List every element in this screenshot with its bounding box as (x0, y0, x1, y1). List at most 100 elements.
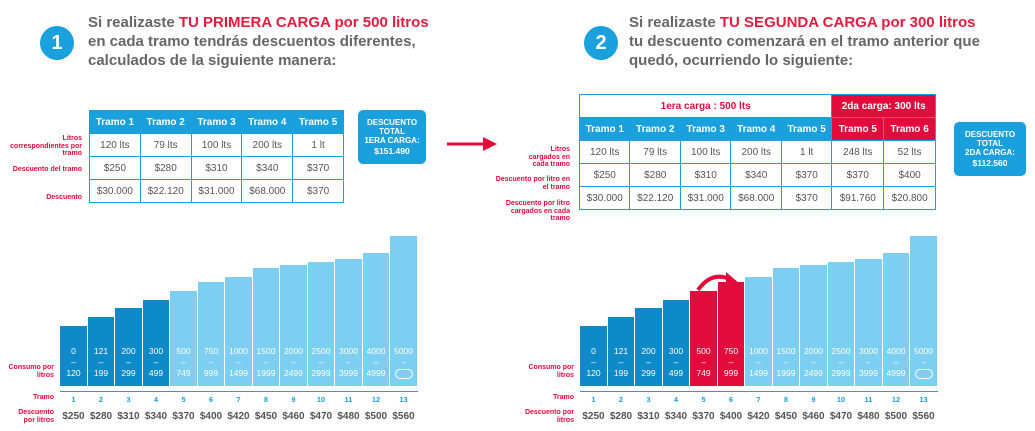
table-row: $250 $280 $310 $340 $370 $370 $400 (578, 163, 936, 187)
table-row: $30.000 $22.120 $31.000 $68.000 $370 $91… (578, 186, 936, 210)
range-separator: – (756, 357, 761, 367)
range-label: 200–299 (635, 346, 662, 379)
range-end: 2999 (831, 368, 851, 378)
table-cell: $340 (241, 156, 294, 180)
range-separator: – (153, 357, 159, 367)
range-end: 999 (203, 368, 219, 378)
price-label: $370 (172, 411, 195, 422)
row-label-descuento-cargados: Descuento por litro cargados en cada tra… (505, 200, 570, 222)
descuento-label: Descuento por litros (524, 409, 574, 424)
range-label: 500–749 (690, 346, 717, 379)
range-start: 1000 (229, 346, 248, 356)
table-cell: $30.000 (578, 186, 631, 210)
range-separator: – (838, 357, 844, 367)
range-start: 300 (148, 346, 164, 356)
table-header: Tramo 1 (578, 117, 631, 141)
range-end: 4999 (366, 368, 386, 378)
range-label: 2500–2999 (828, 346, 855, 379)
range-end: 199 (613, 368, 629, 378)
table-cell: $31.000 (679, 186, 732, 210)
tramo-number: 7 (236, 395, 241, 404)
range-label: 0–120 (60, 346, 87, 379)
headline-highlight: TU PRIMERA CARGA (178, 14, 331, 31)
chart-bar (717, 282, 744, 386)
tramo-number: 12 (891, 395, 901, 404)
tramo-number: 3 (126, 395, 131, 404)
step-1-headline: Si realizaste TU PRIMERA CARGA por 500 l… (88, 13, 429, 70)
table-cell: $370 (292, 179, 344, 203)
curved-arrow-icon (696, 272, 740, 292)
range-separator: – (318, 357, 324, 367)
range-start: 0 (71, 346, 76, 356)
range-end: 1499 (749, 368, 768, 378)
table-cell: $340 (730, 163, 782, 187)
table-header: Tramo 2 (139, 110, 192, 134)
range-label: 1000–1499 (225, 346, 252, 379)
range-label: 500–749 (170, 346, 197, 379)
chart-bar (607, 317, 634, 386)
table-cell: $280 (629, 163, 681, 187)
chart-bar (855, 259, 882, 386)
price-label: $250 (62, 411, 85, 422)
table-header: Tramo 1 (89, 110, 141, 134)
step-1-badge: 1 (40, 26, 74, 60)
range-label: 1000–1499 (745, 346, 772, 379)
range-end: 2499 (804, 368, 823, 378)
price-label: $560 (912, 411, 935, 422)
range-end: 1499 (229, 368, 248, 378)
table-row: $30.000 $22.120 $31.000 $68.000 $370 (89, 179, 344, 203)
range-end: 4999 (886, 368, 906, 378)
group-second-load: 2da carga: 300 lts (831, 94, 936, 118)
table-cell: 120 lts (89, 133, 141, 157)
row-label-descuento-litro: Descuento por litro en el tramo (495, 176, 570, 191)
chart-bar (827, 262, 854, 386)
range-start: 200 (121, 346, 136, 356)
range-separator: – (373, 357, 379, 367)
table-cell: $370 (292, 156, 344, 180)
range-separator: – (126, 357, 131, 367)
chart-bar (115, 308, 142, 386)
table-cell: $30.000 (89, 179, 141, 203)
range-label: 4000–4999 (363, 346, 390, 379)
price-label: $480 (857, 411, 880, 422)
table-header: Tramo 5 (780, 117, 833, 141)
step-2-badge: 2 (584, 26, 618, 60)
range-label: 2500–2999 (308, 346, 335, 379)
headline-text: Si realizaste (88, 14, 179, 31)
tramo-number: 8 (263, 395, 269, 404)
headline-highlight: TU SEGUNDA CARGA (719, 14, 878, 31)
range-label: 750–999 (718, 346, 745, 379)
range-separator: – (921, 357, 926, 367)
chart-bar (197, 282, 224, 386)
table-cell: $20.800 (883, 186, 936, 210)
range-end: 299 (121, 368, 136, 378)
headline-highlight-2: por 300 litros (877, 14, 976, 31)
range-label: 200–299 (115, 346, 142, 379)
tramo-number: 1 (591, 395, 596, 404)
chart-bar (580, 325, 607, 386)
table-header: Tramo 6 (883, 117, 936, 141)
table-cell: 52 lts (883, 140, 936, 164)
bar-chart-1: Consumo por litros Tramo Descuento por lit… (0, 230, 500, 431)
price-label: $310 (637, 411, 660, 422)
range-label: 3000–3999 (335, 346, 362, 379)
axis-line (580, 391, 938, 392)
table-cell: 100 lts (679, 140, 732, 164)
range-start: 4000 (886, 346, 906, 356)
range-separator: – (783, 357, 789, 367)
total-line-3: 2DA CARGA: (965, 148, 1015, 157)
range-separator: – (618, 357, 624, 367)
panel-first-load: 1 Si realizaste TU PRIMERA CARGA por 500… (0, 0, 500, 431)
chart-bar (910, 236, 937, 386)
range-label: 1500–1999 (773, 346, 800, 379)
descuento-label: Descuento por litros (18, 409, 54, 424)
headline-line-3: quedó, ocurriendo lo siguiente: (629, 52, 854, 69)
chart-bar (225, 276, 252, 386)
table-cell: $22.120 (629, 186, 681, 210)
price-label: $450 (774, 411, 798, 422)
range-label: 300–499 (143, 346, 170, 379)
total-line-2: TOTAL (977, 139, 1003, 148)
price-label: $250 (582, 411, 605, 422)
chart-bar (252, 267, 279, 386)
range-start: 300 (668, 346, 684, 356)
